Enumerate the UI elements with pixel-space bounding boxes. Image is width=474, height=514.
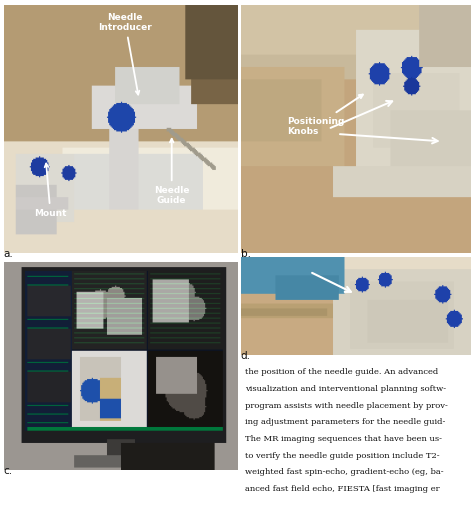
Text: weighted fast spin-echo, gradient-echo (eg, ba-: weighted fast spin-echo, gradient-echo (… [246,468,444,476]
Text: Needle
Guide: Needle Guide [154,139,190,205]
Text: The MR imaging sequences that have been us-: The MR imaging sequences that have been … [246,435,442,443]
Text: the position of the needle guide. An advanced: the position of the needle guide. An adv… [246,368,438,376]
Text: c.: c. [4,466,13,476]
Text: Mount: Mount [34,163,67,218]
Text: d.: d. [241,351,251,361]
Text: Positioning
Knobs: Positioning Knobs [287,95,363,136]
Text: to verify the needle guide position include T2-: to verify the needle guide position incl… [246,452,440,460]
Text: a.: a. [4,249,14,259]
Text: Needle
Introducer: Needle Introducer [98,12,152,95]
Text: b.: b. [241,249,251,259]
Text: ing adjustment parameters for the needle guid-: ing adjustment parameters for the needle… [246,418,446,426]
Text: anced fast field echo, FIESTA [fast imaging er: anced fast field echo, FIESTA [fast imag… [246,485,440,493]
Text: visualization and interventional planning softw-: visualization and interventional plannin… [246,385,447,393]
Text: program assists with needle placement by prov-: program assists with needle placement by… [246,401,448,410]
